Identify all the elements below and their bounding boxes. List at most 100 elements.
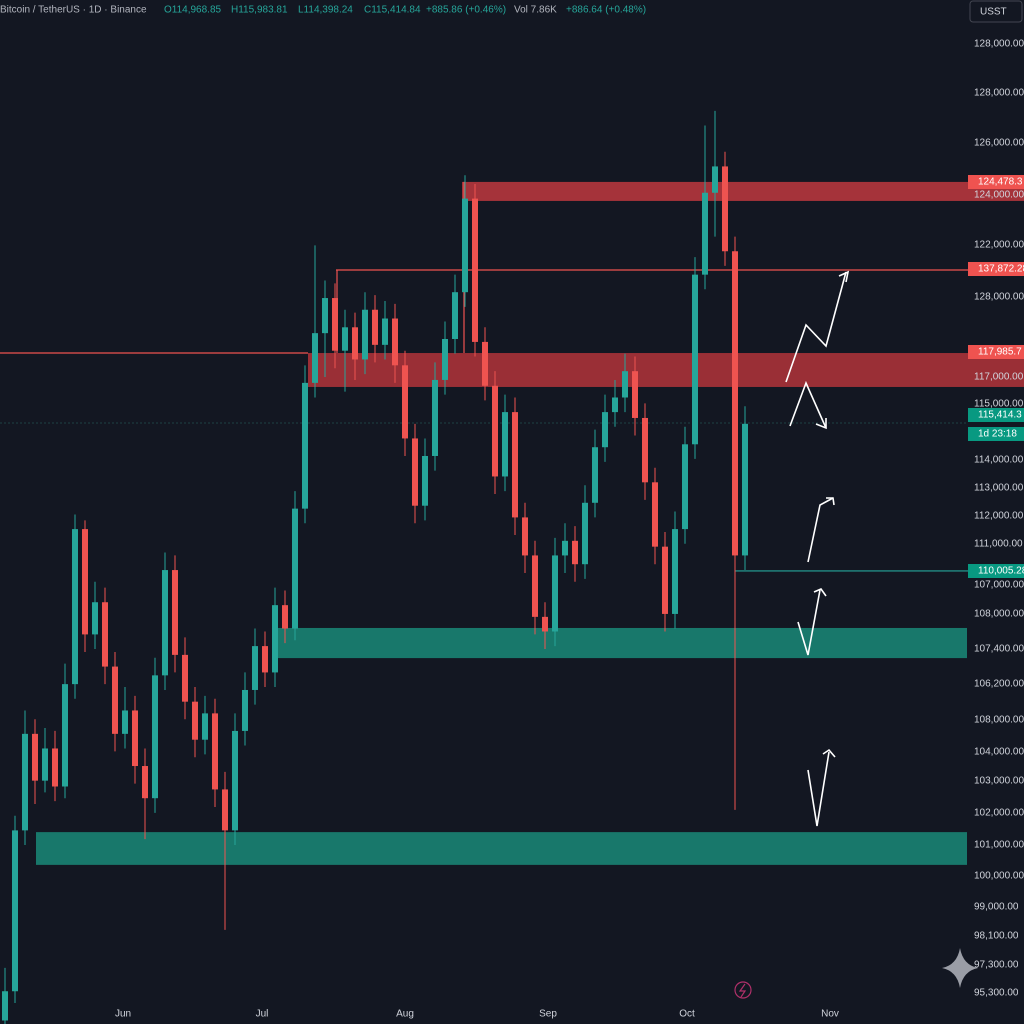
price-label: 108,000.00	[974, 609, 1024, 620]
candle-body	[522, 517, 528, 556]
candle-body	[342, 327, 348, 351]
time-label: Aug	[396, 1009, 414, 1020]
candle-body	[422, 455, 428, 506]
candle-body	[282, 605, 288, 629]
candle-body	[562, 540, 568, 556]
price-label: 114,000.00	[974, 455, 1024, 466]
candle-body	[502, 412, 508, 477]
candle-body	[112, 666, 118, 734]
currency: USST	[980, 7, 1007, 18]
candle-body	[352, 327, 358, 360]
candle-body	[322, 298, 328, 334]
time-label: Jun	[115, 1009, 131, 1020]
high: H115,983.81	[231, 5, 288, 16]
price-tag	[968, 175, 1024, 189]
price-label: 102,000.00	[974, 808, 1024, 819]
candle-body	[12, 830, 18, 992]
candle-body	[242, 689, 248, 731]
alert-icon[interactable]	[734, 981, 752, 999]
candle-body	[702, 192, 708, 275]
price-label: 115,000.00	[974, 399, 1024, 410]
candle-body	[92, 602, 98, 635]
candle-body	[632, 371, 638, 418]
price-label: 113,000.00	[974, 483, 1024, 494]
price-label: 128,000.00	[974, 88, 1024, 99]
price-tag-text: 115,414.3	[978, 410, 1022, 421]
candle-body	[572, 540, 578, 565]
candle-body	[362, 309, 368, 360]
candle-body	[382, 318, 388, 345]
zone	[272, 627, 967, 659]
candle-body	[712, 166, 718, 193]
arrow	[807, 497, 834, 563]
candle-body	[402, 365, 408, 439]
candle-body	[672, 529, 678, 614]
candle-body	[272, 605, 278, 673]
low: L114,398.24	[298, 5, 353, 16]
candle-body	[372, 309, 378, 345]
arrow-head	[826, 497, 835, 506]
open: O114,968.85	[164, 5, 222, 16]
price-label: 101,000.00	[974, 840, 1024, 851]
candle-body	[332, 298, 338, 351]
zone	[462, 181, 1024, 201]
price-label: 106,200.00	[974, 679, 1024, 690]
alert-icon-bolt	[738, 983, 747, 998]
candle-body	[262, 646, 268, 673]
candle-body	[182, 654, 188, 702]
candle-body	[202, 713, 208, 740]
projection-arrows	[785, 270, 850, 827]
candle-body	[52, 748, 58, 787]
close: C115,414.84	[364, 5, 421, 16]
candle-body	[192, 701, 198, 740]
candle-body	[452, 292, 458, 339]
candle-body	[152, 675, 158, 799]
price-label: 112,000.00	[974, 511, 1024, 522]
arrow-head	[822, 748, 836, 758]
candle-body	[542, 616, 548, 632]
candle-body	[302, 382, 308, 509]
arrow	[789, 380, 827, 429]
arrow-head	[815, 418, 827, 430]
price-label: 97,300.00	[974, 960, 1019, 971]
price-tag-text: 117,985.7	[978, 347, 1022, 358]
candle-body	[72, 529, 78, 685]
price-label: 126,000.00	[974, 138, 1024, 149]
candle-body	[292, 508, 298, 629]
volume-change: +886.64 (+0.48%)	[566, 5, 646, 16]
price-label: 98,100.00	[974, 931, 1019, 942]
time-label: Sep	[539, 1009, 557, 1020]
arrow	[807, 751, 830, 827]
candle-body	[142, 766, 148, 799]
price-tag-text: 137,872.28	[978, 264, 1024, 275]
arrow-head	[813, 588, 827, 597]
change: +885.86 (+0.46%)	[426, 5, 506, 16]
price-tag	[968, 345, 1024, 359]
candle-body	[742, 423, 748, 556]
currency-button[interactable]	[969, 0, 1023, 23]
price-label: 103,000.00	[974, 776, 1024, 787]
zone	[36, 832, 967, 865]
candle-body	[42, 748, 48, 781]
zone	[308, 353, 1024, 387]
price-label: 107,400.00	[974, 644, 1024, 655]
candle-body	[32, 733, 38, 781]
price-label: 124,000.00	[974, 190, 1024, 201]
candle-body	[622, 371, 628, 398]
price-label: 107,000.00	[974, 580, 1024, 591]
price-label: 128,000.00	[974, 39, 1024, 50]
candle-body	[652, 482, 658, 547]
price-label: 104,000.00	[974, 747, 1024, 758]
volume: Vol 7.86K	[514, 5, 557, 16]
candle-body	[62, 684, 68, 787]
candle-body	[692, 274, 698, 445]
candle-body	[22, 733, 28, 831]
price-tag	[968, 564, 1024, 578]
candle-body	[412, 438, 418, 506]
candle-body	[132, 710, 138, 767]
candle-body	[722, 166, 728, 252]
candle-body	[682, 444, 688, 530]
price-tag-text: 110,005.28	[978, 566, 1024, 577]
candle-body	[392, 318, 398, 366]
